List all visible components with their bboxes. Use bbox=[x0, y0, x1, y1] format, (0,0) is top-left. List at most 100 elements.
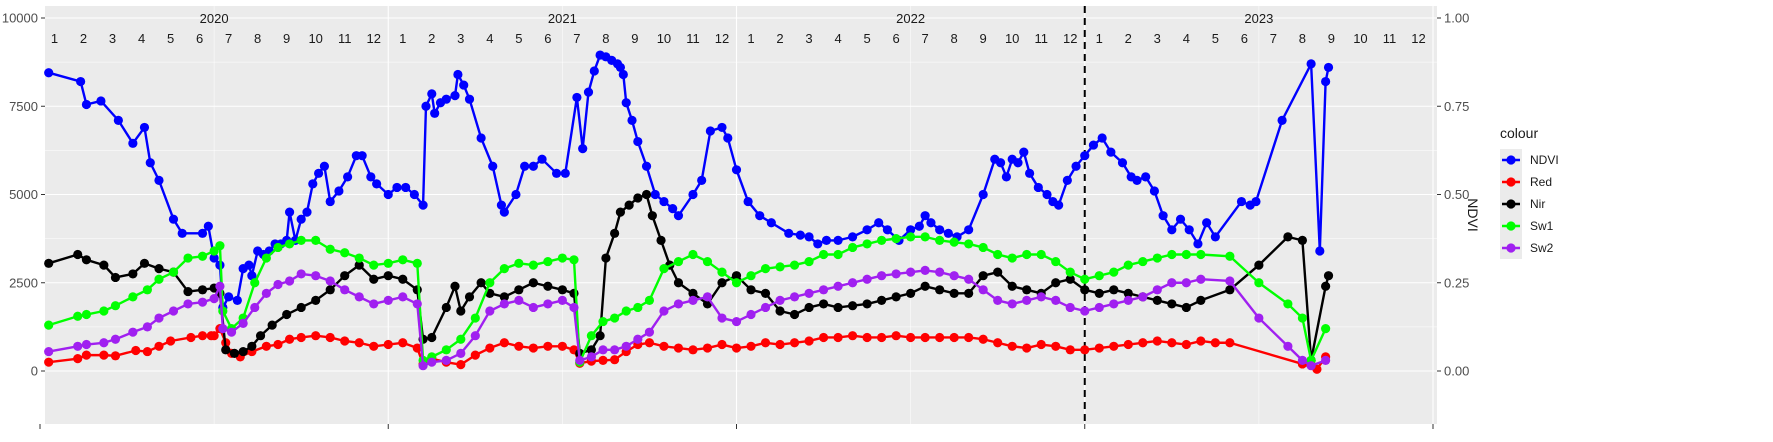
data-point bbox=[499, 292, 509, 302]
data-point bbox=[717, 339, 727, 350]
data-point bbox=[238, 346, 248, 357]
data-point bbox=[128, 327, 138, 337]
data-point bbox=[1007, 281, 1017, 291]
data-point bbox=[1019, 147, 1029, 157]
data-point bbox=[1306, 59, 1316, 69]
data-point bbox=[110, 272, 121, 283]
data-point bbox=[775, 339, 785, 350]
data-point bbox=[964, 225, 974, 235]
data-point bbox=[215, 241, 225, 251]
data-point bbox=[255, 331, 266, 341]
data-point bbox=[586, 331, 596, 341]
data-point bbox=[450, 91, 460, 101]
left-tick-label: 2500 bbox=[9, 275, 38, 290]
data-point bbox=[528, 260, 538, 270]
left-tick-label: 7500 bbox=[9, 99, 38, 114]
data-point bbox=[1225, 285, 1235, 295]
data-point bbox=[1051, 278, 1061, 288]
data-point bbox=[543, 256, 553, 267]
data-point bbox=[1071, 161, 1081, 171]
month-label: 5 bbox=[515, 31, 522, 46]
month-label: 6 bbox=[196, 31, 203, 46]
data-point bbox=[601, 253, 611, 263]
data-point bbox=[250, 278, 260, 288]
data-point bbox=[110, 301, 121, 311]
data-point bbox=[284, 207, 295, 217]
month-label: 9 bbox=[283, 31, 290, 46]
data-point bbox=[267, 320, 277, 330]
data-point bbox=[499, 264, 509, 274]
data-point bbox=[862, 274, 872, 284]
data-point bbox=[920, 265, 930, 275]
legend-label: Sw1 bbox=[1530, 219, 1554, 233]
data-point bbox=[398, 274, 408, 284]
data-point bbox=[113, 115, 123, 125]
data-point bbox=[1225, 276, 1235, 286]
data-point bbox=[877, 271, 887, 281]
data-point bbox=[430, 108, 440, 118]
data-point bbox=[1080, 285, 1090, 295]
legend-label: Red bbox=[1530, 175, 1552, 189]
data-point bbox=[99, 306, 109, 316]
data-point bbox=[874, 218, 884, 228]
data-point bbox=[261, 253, 271, 263]
data-point bbox=[1283, 341, 1293, 351]
legend-title: colour bbox=[1500, 125, 1538, 141]
data-point bbox=[920, 232, 930, 242]
data-point bbox=[383, 295, 393, 305]
data-point bbox=[935, 267, 945, 277]
data-point bbox=[847, 232, 858, 242]
data-point bbox=[789, 292, 800, 302]
right-tick-label: 0.75 bbox=[1444, 99, 1469, 114]
data-point bbox=[314, 168, 324, 178]
data-point bbox=[697, 175, 707, 185]
data-point bbox=[833, 281, 843, 291]
data-point bbox=[1007, 299, 1017, 309]
data-point bbox=[1109, 341, 1119, 351]
data-point bbox=[717, 278, 727, 288]
grid-major bbox=[39, 6, 1437, 424]
month-label: 2 bbox=[80, 31, 87, 46]
data-point bbox=[354, 260, 364, 270]
data-point bbox=[218, 324, 228, 334]
data-point bbox=[920, 211, 930, 221]
data-point bbox=[746, 285, 756, 295]
month-label: 8 bbox=[951, 31, 958, 46]
data-point bbox=[1306, 361, 1316, 371]
data-point bbox=[862, 332, 872, 343]
data-point bbox=[369, 341, 379, 351]
data-point bbox=[514, 295, 524, 305]
data-point bbox=[775, 295, 785, 305]
data-point bbox=[572, 92, 582, 103]
data-point bbox=[650, 189, 660, 200]
data-point bbox=[76, 76, 86, 87]
data-point bbox=[935, 225, 945, 235]
data-point bbox=[1022, 285, 1032, 295]
data-point bbox=[615, 207, 626, 217]
data-point bbox=[673, 256, 684, 267]
data-point bbox=[688, 288, 698, 298]
data-point bbox=[906, 332, 916, 343]
data-point bbox=[1152, 295, 1162, 305]
data-point bbox=[476, 133, 486, 143]
data-point bbox=[847, 301, 858, 311]
data-point bbox=[804, 232, 814, 242]
data-point bbox=[528, 343, 538, 353]
data-point bbox=[1297, 355, 1308, 366]
data-point bbox=[168, 214, 179, 224]
data-point bbox=[209, 246, 219, 256]
data-point bbox=[177, 228, 187, 238]
data-point bbox=[44, 320, 54, 330]
month-label: 5 bbox=[1212, 31, 1219, 46]
data-point bbox=[154, 175, 164, 185]
data-point bbox=[369, 274, 379, 284]
data-point bbox=[311, 295, 321, 305]
data-point bbox=[621, 341, 631, 351]
data-point bbox=[1051, 256, 1061, 267]
data-point bbox=[354, 292, 364, 302]
data-point bbox=[935, 332, 945, 343]
data-point bbox=[232, 295, 242, 305]
data-point bbox=[99, 260, 109, 270]
data-point bbox=[427, 357, 437, 367]
